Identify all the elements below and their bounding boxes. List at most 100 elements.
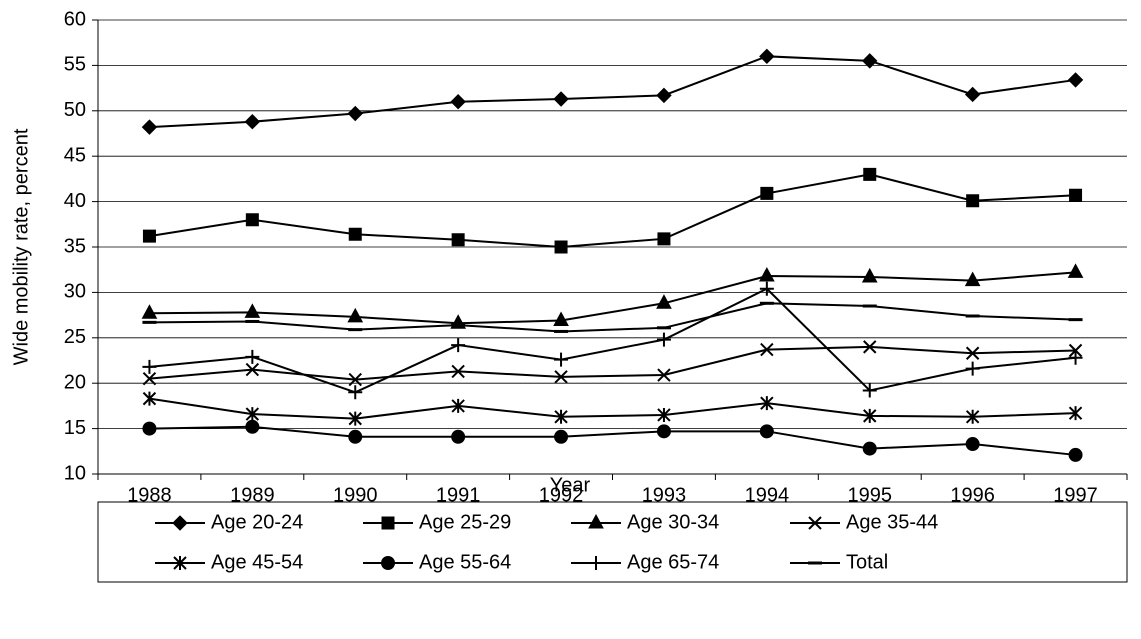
marker [554,409,568,424]
x-tick-label: 1990 [333,484,378,506]
marker [1068,406,1083,421]
series-line [149,425,1076,456]
y-tick-label: 35 [64,235,86,257]
series-line [149,173,1076,249]
marker [348,227,362,241]
marker [1068,350,1083,365]
marker [245,362,260,377]
marker [862,441,877,456]
marker [759,424,774,439]
marker [861,267,878,283]
marker [965,346,980,360]
marker [965,409,980,424]
marker [553,311,569,327]
y-tick-label: 30 [64,281,86,303]
marker [451,233,465,247]
marker [759,281,774,296]
marker [348,372,362,387]
legend-label: Age 35-44 [846,511,938,533]
marker [245,349,260,364]
legend-label: Age 20-24 [211,511,303,533]
marker [863,408,877,423]
legend-label: Age 45-54 [211,551,303,573]
marker [656,332,671,347]
marker [589,556,603,570]
marker [808,516,822,530]
marker [1069,188,1083,202]
x-tick-label: 1991 [436,484,481,506]
series-line [149,271,1076,325]
series-line [149,287,1076,394]
marker [657,368,671,382]
marker [347,307,364,323]
series-line [149,345,1076,381]
marker [381,516,395,530]
series-line [149,302,1076,333]
marker [1067,263,1084,278]
marker [141,119,158,135]
y-tick-label: 40 [64,190,86,212]
marker [245,407,260,422]
x-tick-label: 1996 [950,484,995,506]
marker [863,167,877,181]
marker [141,304,158,319]
y-tick-label: 20 [64,371,86,393]
legend-label: Total [846,551,888,573]
marker [1068,343,1083,358]
marker [347,105,363,122]
marker [656,294,672,309]
marker [656,424,671,439]
y-tick-label: 45 [64,144,86,166]
marker [759,48,775,65]
marker [451,398,465,413]
marker [554,240,568,254]
series-line [149,55,1076,129]
series-line [149,397,1076,420]
marker [554,370,568,384]
marker [862,383,877,398]
x-tick-label: 1992 [539,484,584,506]
marker [245,419,260,434]
marker [142,359,157,374]
legend-box [97,501,1128,583]
marker [863,340,877,354]
marker [451,364,465,379]
marker [553,91,569,107]
y-tick-label: 50 [64,99,86,121]
marker [348,385,363,400]
x-tick-label: 1988 [127,484,172,506]
marker [142,371,157,386]
legend-label: Age 25-29 [419,511,511,533]
x-tick-label: 1989 [230,484,275,506]
marker [554,352,569,367]
y-axis-label: Wide mobility rate, percent [10,128,32,365]
y-tick-label: 55 [64,54,86,76]
marker [966,194,980,208]
marker [760,396,774,411]
x-axis-label: Year [550,474,591,496]
marker [245,213,259,227]
x-tick-label: 1995 [848,484,893,506]
marker [348,429,363,444]
y-tick-label: 60 [64,8,86,30]
marker [142,391,157,406]
marker [450,94,466,110]
marker [451,429,466,444]
marker [142,229,156,243]
marker [964,86,981,103]
marker [965,437,980,452]
x-tick-label: 1997 [1053,484,1098,506]
y-tick-label: 15 [64,417,86,439]
marker [142,421,157,436]
marker [759,267,775,282]
marker [657,232,671,246]
marker [244,113,261,130]
marker [173,556,187,570]
marker [1068,447,1083,462]
marker [381,556,395,570]
legend-label: Age 30-34 [627,511,719,533]
marker [965,361,980,376]
legend-label: Age 55-64 [419,551,511,573]
